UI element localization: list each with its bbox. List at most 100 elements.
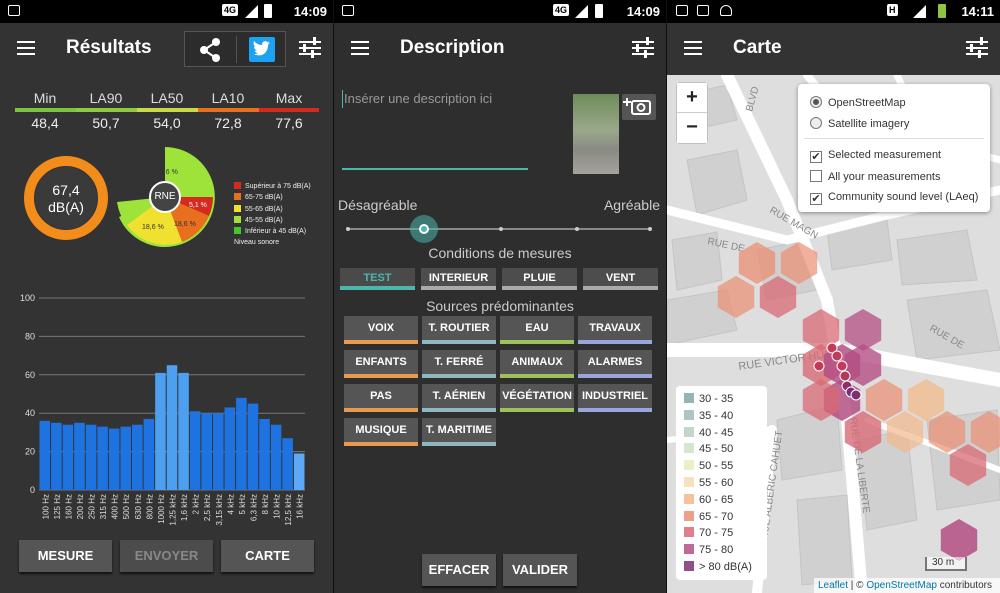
- map-canvas[interactable]: RUE DE RUE MAGN RUE VICTOR HUGO RUE DE L…: [667, 0, 1000, 593]
- page-title: Description: [400, 37, 505, 58]
- noise-hexagon[interactable]: [802, 379, 840, 421]
- bar: [97, 426, 108, 490]
- checkbox-checked-icon: ✔: [810, 193, 822, 205]
- menu-icon[interactable]: [17, 41, 35, 55]
- leaflet-link[interactable]: Leaflet: [818, 580, 849, 591]
- legend-entry: 50 - 55: [684, 458, 759, 475]
- noise-hexagon[interactable]: [928, 411, 966, 453]
- source-tag[interactable]: VOIX: [344, 316, 418, 344]
- legend-entry: 40 - 45: [684, 425, 759, 442]
- twitter-icon[interactable]: [249, 37, 275, 62]
- rne-slice-label: 57,6 %: [156, 169, 178, 176]
- attribution: Leaflet | © OpenStreetMap contributors: [814, 578, 1000, 593]
- battery-charging-icon: [938, 4, 946, 18]
- noise-hexagon[interactable]: [907, 379, 945, 421]
- rne-pie: 57,6 % 18,6 % 18,6 % 5,1 %: [117, 147, 215, 247]
- settings-sliders-icon[interactable]: [966, 37, 988, 59]
- source-tag[interactable]: EAU: [500, 316, 574, 344]
- x-tick-label: 400 Hz: [111, 494, 120, 519]
- source-tag[interactable]: T. AÉRIEN: [422, 384, 496, 412]
- overlay-selected-measurement[interactable]: ✔ Selected measurement: [810, 149, 942, 163]
- bar: [108, 428, 120, 490]
- add-photo-button[interactable]: [622, 94, 656, 120]
- source-tag[interactable]: ANIMAUX: [500, 350, 574, 378]
- signal-icon: [245, 5, 258, 18]
- clear-button[interactable]: EFFACER: [422, 554, 496, 586]
- noise-hexagon[interactable]: [717, 276, 755, 318]
- zoom-in-button[interactable]: +: [677, 83, 707, 113]
- noise-hexagon[interactable]: [970, 411, 1000, 453]
- condition-vent[interactable]: VENT: [583, 268, 658, 290]
- source-tag[interactable]: PAS: [344, 384, 418, 412]
- slider-thumb[interactable]: [419, 224, 429, 234]
- noise-hexagon[interactable]: [759, 276, 797, 318]
- source-tag[interactable]: T. MARITIME: [422, 418, 496, 446]
- overlay-all-measurements[interactable]: All your measurements: [810, 170, 941, 183]
- legend-swatch: [684, 443, 694, 454]
- layer-satellite[interactable]: Satellite imagery: [810, 117, 909, 130]
- legend-entry: > 80 dB(A): [684, 559, 759, 576]
- overlay-community-level[interactable]: ✔ Community sound level (LAeq): [810, 191, 979, 205]
- source-tag[interactable]: MUSIQUE: [344, 418, 418, 446]
- bar: [178, 372, 189, 490]
- source-tag[interactable]: T. ROUTIER: [422, 316, 496, 344]
- noise-hexagon[interactable]: [940, 519, 978, 561]
- noise-hexagon[interactable]: [844, 411, 882, 453]
- image-notification-icon: [8, 5, 20, 16]
- legend-swatch: [684, 460, 694, 471]
- spectrum-chart: 0 20 40 60 80 100 100 Hz 125 Hz 160 Hz 200 Hz 250 …: [20, 293, 305, 526]
- bar: [39, 420, 51, 490]
- bar: [293, 453, 305, 490]
- x-tick-label: 10 kHz: [273, 494, 282, 519]
- bar: [247, 403, 259, 490]
- condition-pluie[interactable]: PLUIE: [502, 268, 577, 290]
- stat-bar-la50: [137, 108, 198, 112]
- osm-link[interactable]: OpenStreetMap: [866, 580, 937, 591]
- source-tag[interactable]: INDUSTRIEL: [578, 384, 652, 412]
- rne-slice-label: 18,6 %: [142, 224, 164, 231]
- share-icon[interactable]: [195, 35, 225, 65]
- bar: [166, 365, 178, 490]
- layer-openstreetmap[interactable]: OpenStreetMap: [810, 96, 906, 109]
- map-button[interactable]: CARTE: [221, 540, 314, 572]
- description-input[interactable]: Insérer une description ici: [342, 90, 528, 170]
- legend-entry: 65 - 70: [684, 509, 759, 526]
- y-tick-label: 100: [20, 293, 35, 303]
- noise-hexagon[interactable]: [844, 344, 882, 386]
- noise-hexagon[interactable]: [738, 242, 776, 284]
- stat-la10: LA10 72,8: [211, 90, 245, 131]
- settings-sliders-icon[interactable]: [632, 37, 654, 59]
- source-tag[interactable]: TRAVAUX: [578, 316, 652, 344]
- map-screen: RUE DE RUE MAGN RUE VICTOR HUGO RUE DE L…: [667, 0, 1000, 593]
- zoom-out-button[interactable]: −: [677, 113, 707, 143]
- noise-hexagon[interactable]: [949, 444, 987, 486]
- source-tag[interactable]: ENFANTS: [344, 350, 418, 378]
- legend-entry: 30 - 35: [684, 391, 759, 408]
- x-tick-label: 1000 Hz: [157, 494, 166, 524]
- settings-sliders-icon[interactable]: [299, 37, 321, 59]
- x-tick-label: 5 kHz: [238, 494, 247, 514]
- source-tag[interactable]: T. FERRÉ: [422, 350, 496, 378]
- measure-button[interactable]: MESURE: [19, 540, 112, 572]
- condition-interieur[interactable]: INTERIEUR: [421, 268, 496, 290]
- noise-hexagon[interactable]: [886, 411, 924, 453]
- pleasantness-slider[interactable]: [346, 215, 652, 243]
- photo-thumbnail[interactable]: [573, 94, 619, 174]
- measurement-track[interactable]: [813, 342, 862, 401]
- description-placeholder: Insérer une description ici: [344, 91, 493, 106]
- condition-test[interactable]: TEST: [340, 268, 415, 290]
- android-icon: [720, 5, 732, 16]
- noise-hexagon[interactable]: [844, 309, 882, 351]
- bar: [282, 438, 293, 490]
- noise-hexagon[interactable]: [865, 379, 903, 421]
- noise-hexagon[interactable]: [802, 309, 840, 351]
- x-tick-label: 315 Hz: [99, 494, 108, 519]
- source-tag[interactable]: VÉGÉTATION: [500, 384, 574, 412]
- validate-button[interactable]: VALIDER: [503, 554, 577, 586]
- menu-icon[interactable]: [351, 41, 369, 55]
- send-button[interactable]: ENVOYER: [120, 540, 213, 572]
- menu-icon[interactable]: [684, 41, 702, 55]
- noise-hexagon[interactable]: [780, 242, 818, 284]
- source-tag[interactable]: ALARMES: [578, 350, 652, 378]
- scale-bar: 30 m: [925, 557, 967, 571]
